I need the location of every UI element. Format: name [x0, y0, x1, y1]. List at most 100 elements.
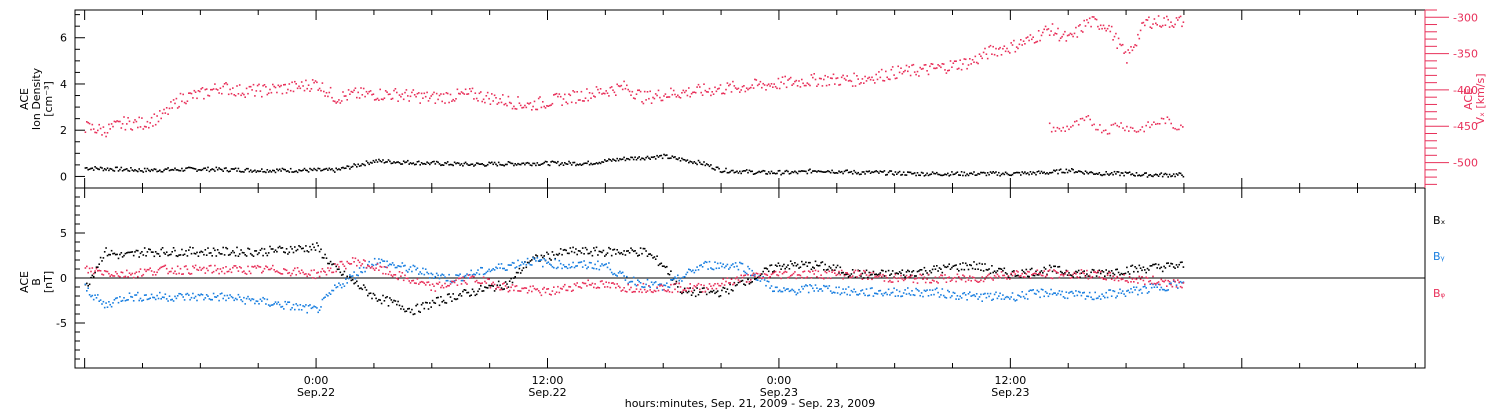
ion-density-point: [132, 170, 135, 172]
ion-density-point: [1157, 175, 1160, 177]
b-series-0-point: [978, 262, 981, 265]
b-series-1-point: [325, 293, 328, 296]
vx-point: [654, 93, 657, 95]
b-series-0-point: [1144, 269, 1146, 271]
ion-density-point: [904, 174, 906, 176]
ion-density-point: [207, 166, 209, 169]
b-series-1-point: [492, 268, 494, 270]
b-series-2-point: [161, 265, 164, 268]
ion-density-point: [659, 155, 661, 157]
vx-point: [692, 91, 694, 94]
ion-density-point: [773, 172, 775, 174]
b-series-0-point: [591, 254, 594, 257]
vx-point: [1072, 35, 1074, 38]
b-series-0-point: [126, 252, 128, 254]
b-series-2-point: [467, 274, 470, 276]
b-series-1-point: [519, 264, 522, 266]
ion-density-point: [192, 167, 194, 170]
vx-point: [168, 107, 171, 110]
vx-point: [273, 85, 275, 88]
b-series-2-point: [998, 275, 1000, 277]
b-series-2-point: [1021, 272, 1023, 275]
ion-density-point: [411, 162, 413, 165]
b-series-2-point: [276, 270, 278, 272]
ion-density-point: [864, 173, 866, 175]
b-series-1-point: [393, 264, 395, 266]
b-series-0-point: [653, 256, 656, 258]
ion-density-point: [777, 170, 780, 172]
ion-density-point: [489, 162, 492, 164]
b-series-0-point: [697, 293, 700, 296]
ion-density-point: [807, 169, 810, 172]
ion-density-point: [856, 172, 858, 175]
b-series-0-point: [1039, 271, 1041, 274]
b-series-2-point: [310, 269, 313, 272]
b-series-0-point: [926, 272, 928, 274]
ion-density-point: [453, 161, 456, 164]
b-series-0-point: [909, 274, 912, 276]
vx-point: [734, 87, 737, 89]
ion-density-point: [299, 169, 302, 172]
ion-density-point: [821, 171, 824, 173]
vx-point: [339, 102, 342, 104]
b-series-2-point: [84, 267, 87, 269]
vx-point: [1037, 30, 1040, 32]
b-series-2-point: [1166, 285, 1168, 287]
b-series-1-point: [1156, 286, 1158, 288]
b-series-1-point: [445, 279, 448, 282]
vx-point: [506, 104, 508, 107]
ion-density-point: [756, 171, 759, 174]
b-series-2-point: [504, 285, 507, 287]
vx-point: [671, 93, 674, 96]
ion-density-point: [332, 169, 335, 172]
b-series-0-point: [977, 268, 979, 270]
ion-density-point: [460, 163, 463, 165]
b-series-0-point: [252, 255, 255, 257]
b-series-2-point: [255, 267, 258, 269]
vx-point: [969, 58, 971, 60]
vx-scatter-point: [1050, 130, 1053, 133]
b-series-0-point: [934, 268, 937, 270]
b-series-0-point: [351, 279, 354, 281]
b-series-0-point: [189, 246, 191, 249]
vx-point: [215, 88, 218, 90]
b-series-1-point: [621, 271, 624, 274]
b-series-1-point: [267, 304, 270, 306]
b-series-1-point: [970, 295, 972, 297]
b-series-2-point: [661, 285, 664, 287]
b-series-1-point: [785, 288, 788, 290]
b-series-0-point: [1168, 265, 1171, 267]
b-series-1-point: [248, 298, 251, 300]
vx-point: [233, 94, 235, 96]
b-series-1-point: [327, 295, 329, 297]
b-series-1-point: [565, 266, 567, 268]
b-series-0-point: [759, 274, 762, 277]
vx-point: [249, 85, 252, 88]
b-series-1-point: [566, 267, 569, 270]
b-series-2-point: [586, 285, 588, 287]
b-series-1-point: [1059, 293, 1062, 296]
b-series-0-point: [674, 283, 676, 285]
vx-point: [1105, 29, 1107, 32]
vx-point: [427, 100, 430, 102]
b-series-2-point: [719, 285, 722, 287]
vx-point: [489, 103, 492, 105]
b-series-0-point: [740, 280, 742, 282]
b-series-1-point: [499, 267, 501, 269]
ion-density-point: [1050, 172, 1052, 174]
ion-density-point: [1097, 173, 1099, 175]
ion-density-points: [84, 153, 1185, 178]
b-series-0-point: [787, 264, 789, 266]
b-series-0-point: [1126, 266, 1128, 269]
vx-scatter-point: [1168, 118, 1171, 121]
ion-density-point: [124, 168, 127, 171]
b-series-1-point: [937, 291, 939, 294]
b-series-0-point: [880, 269, 883, 272]
vx-point: [626, 84, 628, 87]
b-series-2-point: [503, 282, 505, 284]
ion-density-point: [165, 168, 168, 170]
b-series-1-point: [1068, 292, 1070, 294]
b-series-1-point: [770, 285, 773, 287]
b-series-2-point: [693, 285, 696, 287]
b-series-0-point: [174, 249, 176, 252]
